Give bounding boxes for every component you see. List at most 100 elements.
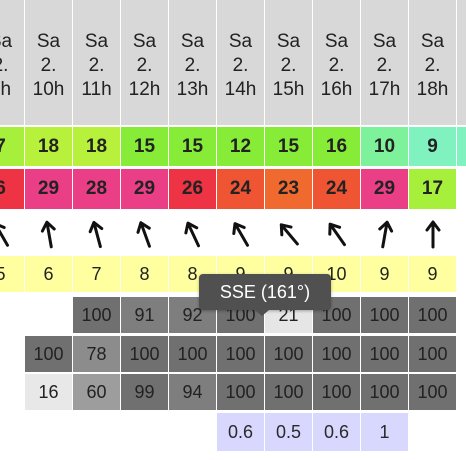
cloud-high-cover-cell [25,297,72,333]
cloud-mid-cover-cell: 78 [73,336,120,372]
cloud-mid-cover-cell: 100 [409,336,456,372]
hour-header: Sa 2. 15h [265,0,312,125]
cloud-high-cover-cell [0,297,24,333]
precipitation-cell: 1 [361,413,408,451]
wind-arrow-icon [377,220,393,249]
header-hour: 10h [32,79,65,100]
hour-header: Sa 2. 18h [409,0,456,125]
wind-speed-cell: 9 [409,256,456,292]
temperature-cell: 16 [313,127,360,166]
temperature-cell: 15 [169,127,216,166]
header-hour: 14h [224,79,257,100]
precipitation-cell [121,413,168,451]
wind-direction-cell [121,213,168,255]
header-day: Sa [36,31,61,52]
feels-like-cell: 24 [313,169,360,209]
header-date: 2. [328,55,345,76]
wind-speed-cell: 9 [361,256,408,292]
wind-speed-cell: 7 [73,256,120,292]
header-hour: 18h [416,79,449,100]
header-day: Sa [324,31,349,52]
feels-like-cell: 24 [217,169,264,209]
wind-speed-cell: 8 [121,256,168,292]
precipitation-cell: 0.6 [313,413,360,451]
wind-direction-cell [313,213,360,255]
header-day: Sa [372,31,397,52]
wind-arrow-icon [88,220,103,249]
wind-arrow-icon [135,221,151,248]
precipitation-cell: 0.5 [265,413,312,451]
cloud-high-cover-cell: 100 [409,297,456,333]
header-date: 2. [376,55,393,76]
header-hour: 17h [368,79,401,100]
header-date: 2. [136,55,153,76]
header-hour: 11h [81,79,112,100]
cloud-low-cover-cell: 100 [217,374,264,410]
cloud-high-cover-cell: 100 [73,297,120,333]
header-hour: 9h [0,79,12,100]
cloud-low-cover-cell: 100 [361,374,408,410]
hour-header: Sa 2. 17h [361,0,408,125]
temperature-cell: 10 [361,127,408,166]
header-date: 2. [424,55,441,76]
wind-direction-cell [265,213,312,255]
header-day: Sa [132,31,157,52]
temperature-cell: 15 [121,127,168,166]
next-column-edge [457,0,466,125]
feels-like-cell: 6 [0,169,24,209]
header-hour: 13h [176,79,209,100]
feels-like-cell: 29 [25,169,72,209]
cloud-mid-cover-cell: 100 [169,336,216,372]
wind-direction-tooltip: SSE (161°) [199,274,331,316]
wind-arrow-icon [183,221,200,248]
wind-direction-cell [409,213,456,255]
header-day: Sa [84,31,109,52]
wind-arrow-icon [279,223,299,246]
header-date: 2. [0,55,9,76]
wind-arrow-icon [327,222,346,247]
cloud-low-cover-cell: 94 [169,374,216,410]
hour-header: Sa 2. 13h [169,0,216,125]
header-day: Sa [276,31,301,52]
wind-direction-cell [169,213,216,255]
header-date: 2. [88,55,105,76]
cloud-high-cover-cell: 91 [121,297,168,333]
header-day: Sa [180,31,205,52]
next-column-edge [457,127,466,166]
header-date: 2. [40,55,57,76]
wind-speed-cell: 5 [0,256,24,292]
header-hour: 15h [272,79,305,100]
cloud-mid-cover-cell: 100 [25,336,72,372]
header-hour: 16h [320,79,353,100]
cloud-mid-cover-cell: 100 [313,336,360,372]
temperature-cell: 18 [73,127,120,166]
cloud-low-cover-cell: 16 [25,374,72,410]
cloud-low-cover-cell: 100 [409,374,456,410]
header-day: Sa [228,31,253,52]
header-day: Sa [0,31,13,52]
cloud-low-cover-cell [0,374,24,410]
temperature-cell: 7 [0,127,24,166]
precipitation-cell [73,413,120,451]
feels-like-cell: 17 [409,169,456,209]
header-date: 2. [184,55,201,76]
hour-header: Sa 2. 9h [0,0,24,125]
temperature-cell: 12 [217,127,264,166]
header-date: 2. [232,55,249,76]
precipitation-cell [169,413,216,451]
hour-header: Sa 2. 12h [121,0,168,125]
cloud-mid-cover-cell [0,336,24,372]
cloud-low-cover-cell: 100 [313,374,360,410]
feels-like-cell: 29 [361,169,408,209]
precipitation-cell: 0.6 [217,413,264,451]
wind-direction-cell [25,213,72,255]
wind-speed-cell: 6 [25,256,72,292]
hour-header: Sa 2. 16h [313,0,360,125]
precipitation-cell [409,413,456,451]
cloud-mid-cover-cell: 100 [121,336,168,372]
next-column-edge [457,169,466,209]
tooltip-text: SSE (161°) [219,281,311,302]
wind-arrow-icon [425,220,440,249]
wind-arrow-icon [0,222,9,247]
cloud-low-cover-cell: 60 [73,374,120,410]
